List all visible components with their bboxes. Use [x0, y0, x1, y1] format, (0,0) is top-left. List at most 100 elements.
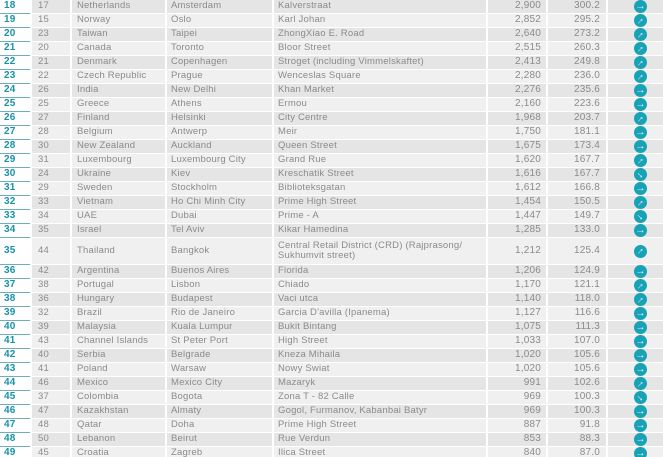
trend-cell: →: [606, 13, 663, 28]
street-cell: Ilica Street: [272, 447, 486, 457]
country-cell: Poland: [70, 363, 165, 377]
table-row: 30 24 Ukraine Kiev Kreschatik Street 1,6…: [0, 167, 663, 182]
street-cell: Zona T - 82 Calle: [272, 391, 486, 405]
arrow-up-right-icon: →: [632, 194, 648, 210]
arrow-glyph: →: [632, 375, 648, 391]
arrow-glyph: →: [635, 224, 646, 236]
rent-usd-cell: 235.6: [546, 84, 606, 98]
rank-cell: 30: [0, 168, 30, 182]
street-cell: ZhongXiao E. Road: [272, 28, 486, 42]
previous-rank-cell: 34: [30, 210, 70, 224]
arrow-right-icon: →: [634, 140, 647, 153]
country-cell: Channel Islands: [70, 335, 165, 349]
trend-cell: →: [606, 126, 663, 140]
rank-cell: 27: [0, 126, 30, 140]
table-row: 40 39 Malaysia Kuala Lumpur Bukit Bintan…: [0, 321, 663, 335]
rent-usd-cell: 100.3: [546, 405, 606, 419]
country-cell: Brazil: [70, 307, 165, 321]
trend-cell: →: [606, 182, 663, 196]
arrow-up-right-icon: →: [633, 278, 648, 293]
arrow-glyph: →: [633, 389, 649, 405]
street-cell: Biblioteksgatan: [272, 182, 486, 196]
country-cell: Czech Republic: [70, 70, 165, 84]
rent-eur-cell: 840: [486, 447, 546, 457]
table-row: 19 15 Norway Oslo Karl Johan 2,852 295.2…: [0, 13, 663, 28]
rent-eur-cell: 1,020: [486, 363, 546, 377]
rent-usd-cell: 167.7: [546, 168, 606, 182]
rent-eur-cell: 1,447: [486, 210, 546, 224]
trend-cell: →: [606, 209, 663, 224]
rent-eur-cell: 1,206: [486, 265, 546, 279]
street-cell: Garcia D'avilla (Ipanema): [272, 307, 486, 321]
previous-rank-cell: 42: [30, 265, 70, 279]
trend-cell: →: [606, 405, 663, 419]
table-row: 26 27 Finland Helsinki City Centre 1,968…: [0, 111, 663, 126]
previous-rank-cell: 36: [30, 293, 70, 307]
arrow-up-right-icon: →: [633, 243, 648, 258]
arrow-right-icon: →: [634, 98, 647, 111]
previous-rank-cell: 45: [30, 447, 70, 457]
country-cell: Israel: [70, 224, 165, 238]
city-cell: Tel Aviv: [165, 224, 272, 238]
country-cell: India: [70, 84, 165, 98]
trend-cell: →: [606, 307, 663, 321]
country-cell: Netherlands: [70, 0, 165, 14]
arrow-right-icon: →: [634, 265, 647, 278]
rank-cell: 46: [0, 405, 30, 419]
arrow-right-icon: →: [634, 363, 647, 376]
rent-eur-cell: 2,160: [486, 98, 546, 112]
arrow-glyph: →: [635, 405, 646, 417]
table-row: 29 31 Luxembourg Luxembourg City Grand R…: [0, 152, 663, 168]
country-cell: Norway: [70, 14, 165, 28]
arrow-glyph: →: [632, 194, 648, 210]
previous-rank-cell: 21: [30, 56, 70, 70]
trend-cell: →: [606, 447, 663, 457]
table-row: 20 23 Taiwan Taipei ZhongXiao E. Road 2,…: [0, 26, 663, 42]
country-cell: Hungary: [70, 293, 165, 307]
street-cell: Prime High Street: [272, 419, 486, 433]
previous-rank-cell: 35: [30, 224, 70, 238]
city-cell: Bangkok: [165, 238, 272, 265]
street-cell: Kreschatik Street: [272, 168, 486, 182]
country-cell: UAE: [70, 210, 165, 224]
arrow-right-icon: →: [634, 419, 647, 432]
country-cell: Colombia: [70, 391, 165, 405]
country-cell: Sweden: [70, 182, 165, 196]
arrow-glyph: →: [635, 349, 646, 361]
rent-eur-cell: 1,170: [486, 279, 546, 293]
country-cell: Vietnam: [70, 196, 165, 210]
street-cell: Prime - A: [272, 210, 486, 224]
trend-cell: →: [606, 375, 663, 391]
rent-eur-cell: 1,968: [486, 112, 546, 126]
previous-rank-cell: 43: [30, 335, 70, 349]
rent-eur-cell: 2,413: [486, 56, 546, 70]
table-row: 37 38 Portugal Lisbon Chiado 1,170 121.1…: [0, 278, 663, 293]
country-cell: Lebanon: [70, 433, 165, 447]
table-row: 22 21 Denmark Copenhagen Stroget (includ…: [0, 55, 663, 70]
table-row: 46 47 Kazakhstan Almaty Gogol, Furmanov,…: [0, 405, 663, 419]
table-row: 34 35 Israel Tel Aviv Kikar Hamedina 1,2…: [0, 224, 663, 238]
rent-usd-cell: 181.1: [546, 126, 606, 140]
trend-cell: →: [606, 26, 663, 42]
trend-cell: →: [606, 433, 663, 447]
rank-cell: 40: [0, 321, 30, 335]
rent-usd-cell: 105.6: [546, 349, 606, 363]
arrow-right-icon: →: [634, 182, 647, 195]
table-row: 28 30 New Zealand Auckland Queen Street …: [0, 140, 663, 154]
previous-rank-cell: 30: [30, 140, 70, 154]
arrow-down-right-icon: →: [633, 389, 649, 405]
street-cell: Bloor Street: [272, 42, 486, 56]
arrow-glyph: →: [632, 152, 648, 168]
rent-eur-cell: 2,280: [486, 70, 546, 84]
rent-usd-cell: 105.6: [546, 363, 606, 377]
rank-cell: 32: [0, 196, 30, 210]
rank-cell: 49: [0, 447, 30, 457]
rank-cell: 45: [0, 391, 30, 405]
rent-eur-cell: 1,140: [486, 293, 546, 307]
rent-eur-cell: 1,075: [486, 321, 546, 335]
rank-cell: 24: [0, 84, 30, 98]
rent-usd-cell: 125.4: [546, 238, 606, 265]
arrow-glyph: →: [632, 26, 648, 42]
rank-cell: 25: [0, 98, 30, 112]
country-cell: Taiwan: [70, 28, 165, 42]
